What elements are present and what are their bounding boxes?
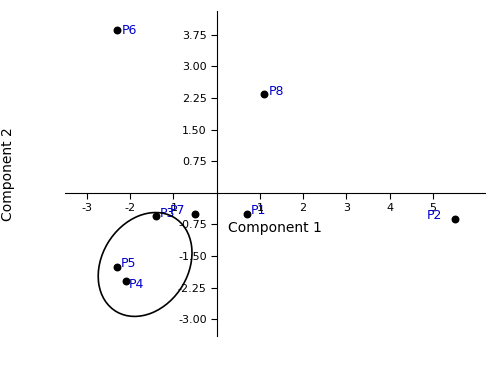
- Point: [243, 211, 251, 217]
- Text: P6: P6: [122, 24, 136, 37]
- Text: P3: P3: [160, 207, 175, 220]
- Point: [260, 91, 268, 97]
- Text: P4: P4: [129, 278, 144, 291]
- Text: P1: P1: [250, 204, 266, 217]
- Point: [152, 213, 160, 219]
- Point: [113, 28, 121, 34]
- Text: P7: P7: [170, 204, 186, 217]
- Text: P2: P2: [426, 209, 442, 222]
- Point: [122, 278, 130, 284]
- Point: [113, 264, 121, 270]
- Y-axis label: Component 2: Component 2: [0, 127, 14, 221]
- Text: P8: P8: [268, 85, 284, 98]
- Point: [450, 216, 458, 222]
- Point: [191, 211, 199, 217]
- X-axis label: Component 1: Component 1: [228, 221, 322, 235]
- Text: P5: P5: [120, 257, 136, 270]
